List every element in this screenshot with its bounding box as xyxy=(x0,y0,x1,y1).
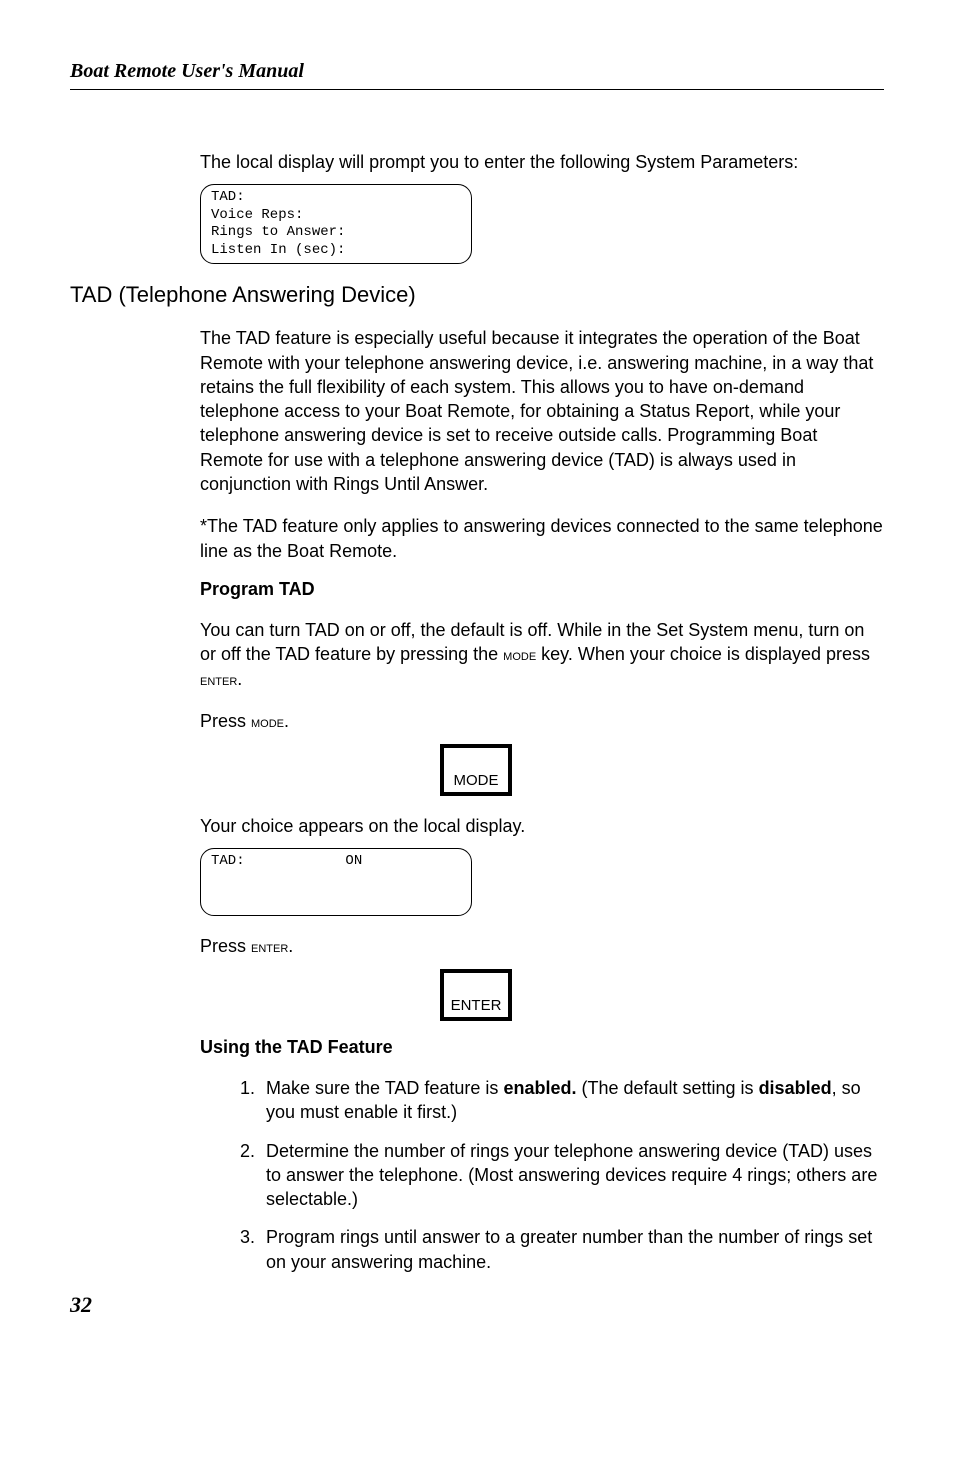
steps-list: Make sure the TAD feature is enabled. (T… xyxy=(220,1076,884,1274)
page-number: 32 xyxy=(70,1292,884,1318)
enter-key-icon: ENTER xyxy=(440,969,512,1021)
program-tad-para: You can turn TAD on or off, the default … xyxy=(200,618,884,691)
subheading-using-tad: Using the TAD Feature xyxy=(200,1037,884,1058)
choice-appears-para: Your choice appears on the local display… xyxy=(200,814,884,838)
step-2: Determine the number of rings your telep… xyxy=(260,1139,884,1212)
tad-description-para-1: The TAD feature is especially useful bec… xyxy=(200,326,884,496)
step-3: Program rings until answer to a greater … xyxy=(260,1225,884,1274)
text-fragment: Press xyxy=(200,711,251,731)
running-header: Boat Remote User's Manual xyxy=(70,60,884,83)
text-fragment: (The default setting is xyxy=(576,1078,758,1098)
text-fragment: Make sure the TAD feature is xyxy=(266,1078,503,1098)
lcd-display-params: TAD: Voice Reps: Rings to Answer: Listen… xyxy=(200,184,472,264)
step-1: Make sure the TAD feature is enabled. (T… xyxy=(260,1076,884,1125)
text-fragment: key. When your choice is displayed press xyxy=(536,644,870,664)
text-fragment: . xyxy=(284,711,289,731)
mode-key-ref: mode xyxy=(251,714,284,731)
text-fragment: Press xyxy=(200,936,251,956)
enter-key-ref: enter xyxy=(200,672,237,689)
intro-paragraph: The local display will prompt you to ent… xyxy=(200,150,884,174)
section-heading-tad: TAD (Telephone Answering Device) xyxy=(70,282,884,308)
bold-disabled: disabled xyxy=(759,1078,832,1098)
text-fragment: . xyxy=(237,669,242,689)
tad-note-para: *The TAD feature only applies to answeri… xyxy=(200,514,884,563)
subheading-program-tad: Program TAD xyxy=(200,579,884,600)
mode-key-icon: MODE xyxy=(440,744,512,796)
press-enter-line: Press enter. xyxy=(200,934,884,959)
mode-key-ref: mode xyxy=(503,647,536,664)
bold-enabled: enabled. xyxy=(503,1078,576,1098)
press-mode-line: Press mode. xyxy=(200,709,884,734)
enter-key-ref: enter xyxy=(251,939,288,956)
lcd-display-tad-on: TAD: ON xyxy=(200,848,472,916)
text-fragment: . xyxy=(288,936,293,956)
header-rule xyxy=(70,89,884,90)
